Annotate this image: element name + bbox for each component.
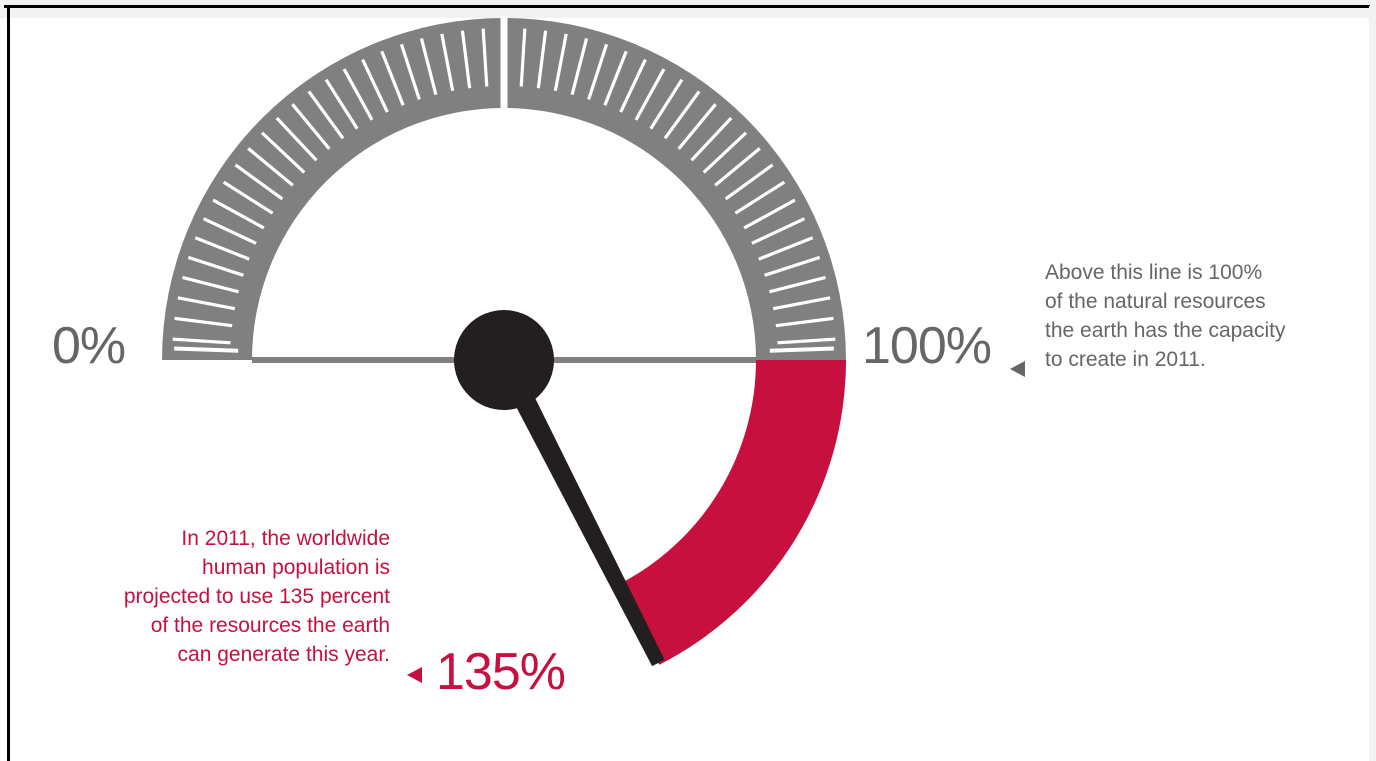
capacity-annotation-line: to create in 2011. [1045,348,1206,371]
scale-tick [361,58,389,113]
frame-top-band [0,0,1376,18]
scale-tick [775,316,834,328]
scale-tick [324,78,359,130]
capacity-annotation-line: the earth has the capacity [1045,319,1286,342]
scale-tick [536,30,548,89]
scale-tick [772,296,831,311]
overflow-arc [618,360,846,665]
scale-tick [222,180,274,215]
scale-tick [751,217,806,245]
scale-tick [380,50,405,106]
scale-tick [734,180,786,215]
scale-tick [777,337,836,345]
scale-tick [553,33,568,92]
scale-tick [481,28,489,87]
scale-arc [162,17,846,361]
scale-tick [234,163,284,201]
scale-tick [182,275,240,294]
usage-annotation-line: can generate this year. [177,643,390,666]
scale-min-label: 0% [52,317,126,375]
frame-left-border [7,6,10,761]
scale-tick [202,217,257,245]
scale-tick [724,163,774,201]
scale-tick [174,316,233,328]
frame-right-band [1369,6,1376,761]
scale-tick [690,116,733,162]
scale-end-notch [769,346,834,353]
scale-tick [649,78,684,130]
scale-tick [758,236,814,261]
scale-tick [702,131,748,174]
scale-tick [663,90,701,140]
usage-annotation-line: of the resources the earth [150,614,390,637]
scale-tick [714,147,761,187]
scale-tick [399,43,421,100]
capacity-annotation-line: Above this line is 100% [1045,261,1263,284]
scale-tick [419,38,438,96]
scale-tick [460,30,472,89]
scale-tick [743,198,796,230]
frame-top-border [4,5,1370,8]
scale-tick [177,296,236,311]
capacity-annotation-line: of the natural resources [1045,290,1266,313]
capacity-pointer-icon [1010,361,1025,377]
value-label: 135% [436,643,566,701]
scale-tick [172,337,231,345]
needle [494,355,665,667]
usage-annotation: In 2011, the worldwide human population … [0,524,390,669]
scale-tick [619,58,647,113]
scale-tick [587,43,609,100]
scale-tick [212,198,265,230]
scale-tick [194,236,250,261]
scale-tick [570,38,589,96]
scale-tick [603,50,628,106]
scale-tick [291,103,331,150]
scale-tick [764,255,821,277]
scale-tick [342,68,374,121]
scale-tick [275,116,318,162]
scale-max-label: 100% [862,317,992,375]
needle-hub [454,310,554,410]
scale-end-notch [174,346,239,353]
scale-tick [677,103,717,150]
scale-tick [187,255,244,277]
scale-tick [260,131,306,174]
capacity-annotation: Above this line is 100% of the natural r… [1045,258,1365,374]
scale-tick [634,68,666,121]
scale-tick [519,28,527,87]
scale-tick [307,90,345,140]
scale-tick [247,147,294,187]
usage-annotation-line: human population is [202,556,390,579]
usage-annotation-line: projected to use 135 percent [123,585,390,608]
usage-pointer-icon [407,667,422,683]
scale-tick [768,275,826,294]
usage-annotation-line: In 2011, the worldwide [181,527,390,550]
scale-tick [440,33,455,92]
